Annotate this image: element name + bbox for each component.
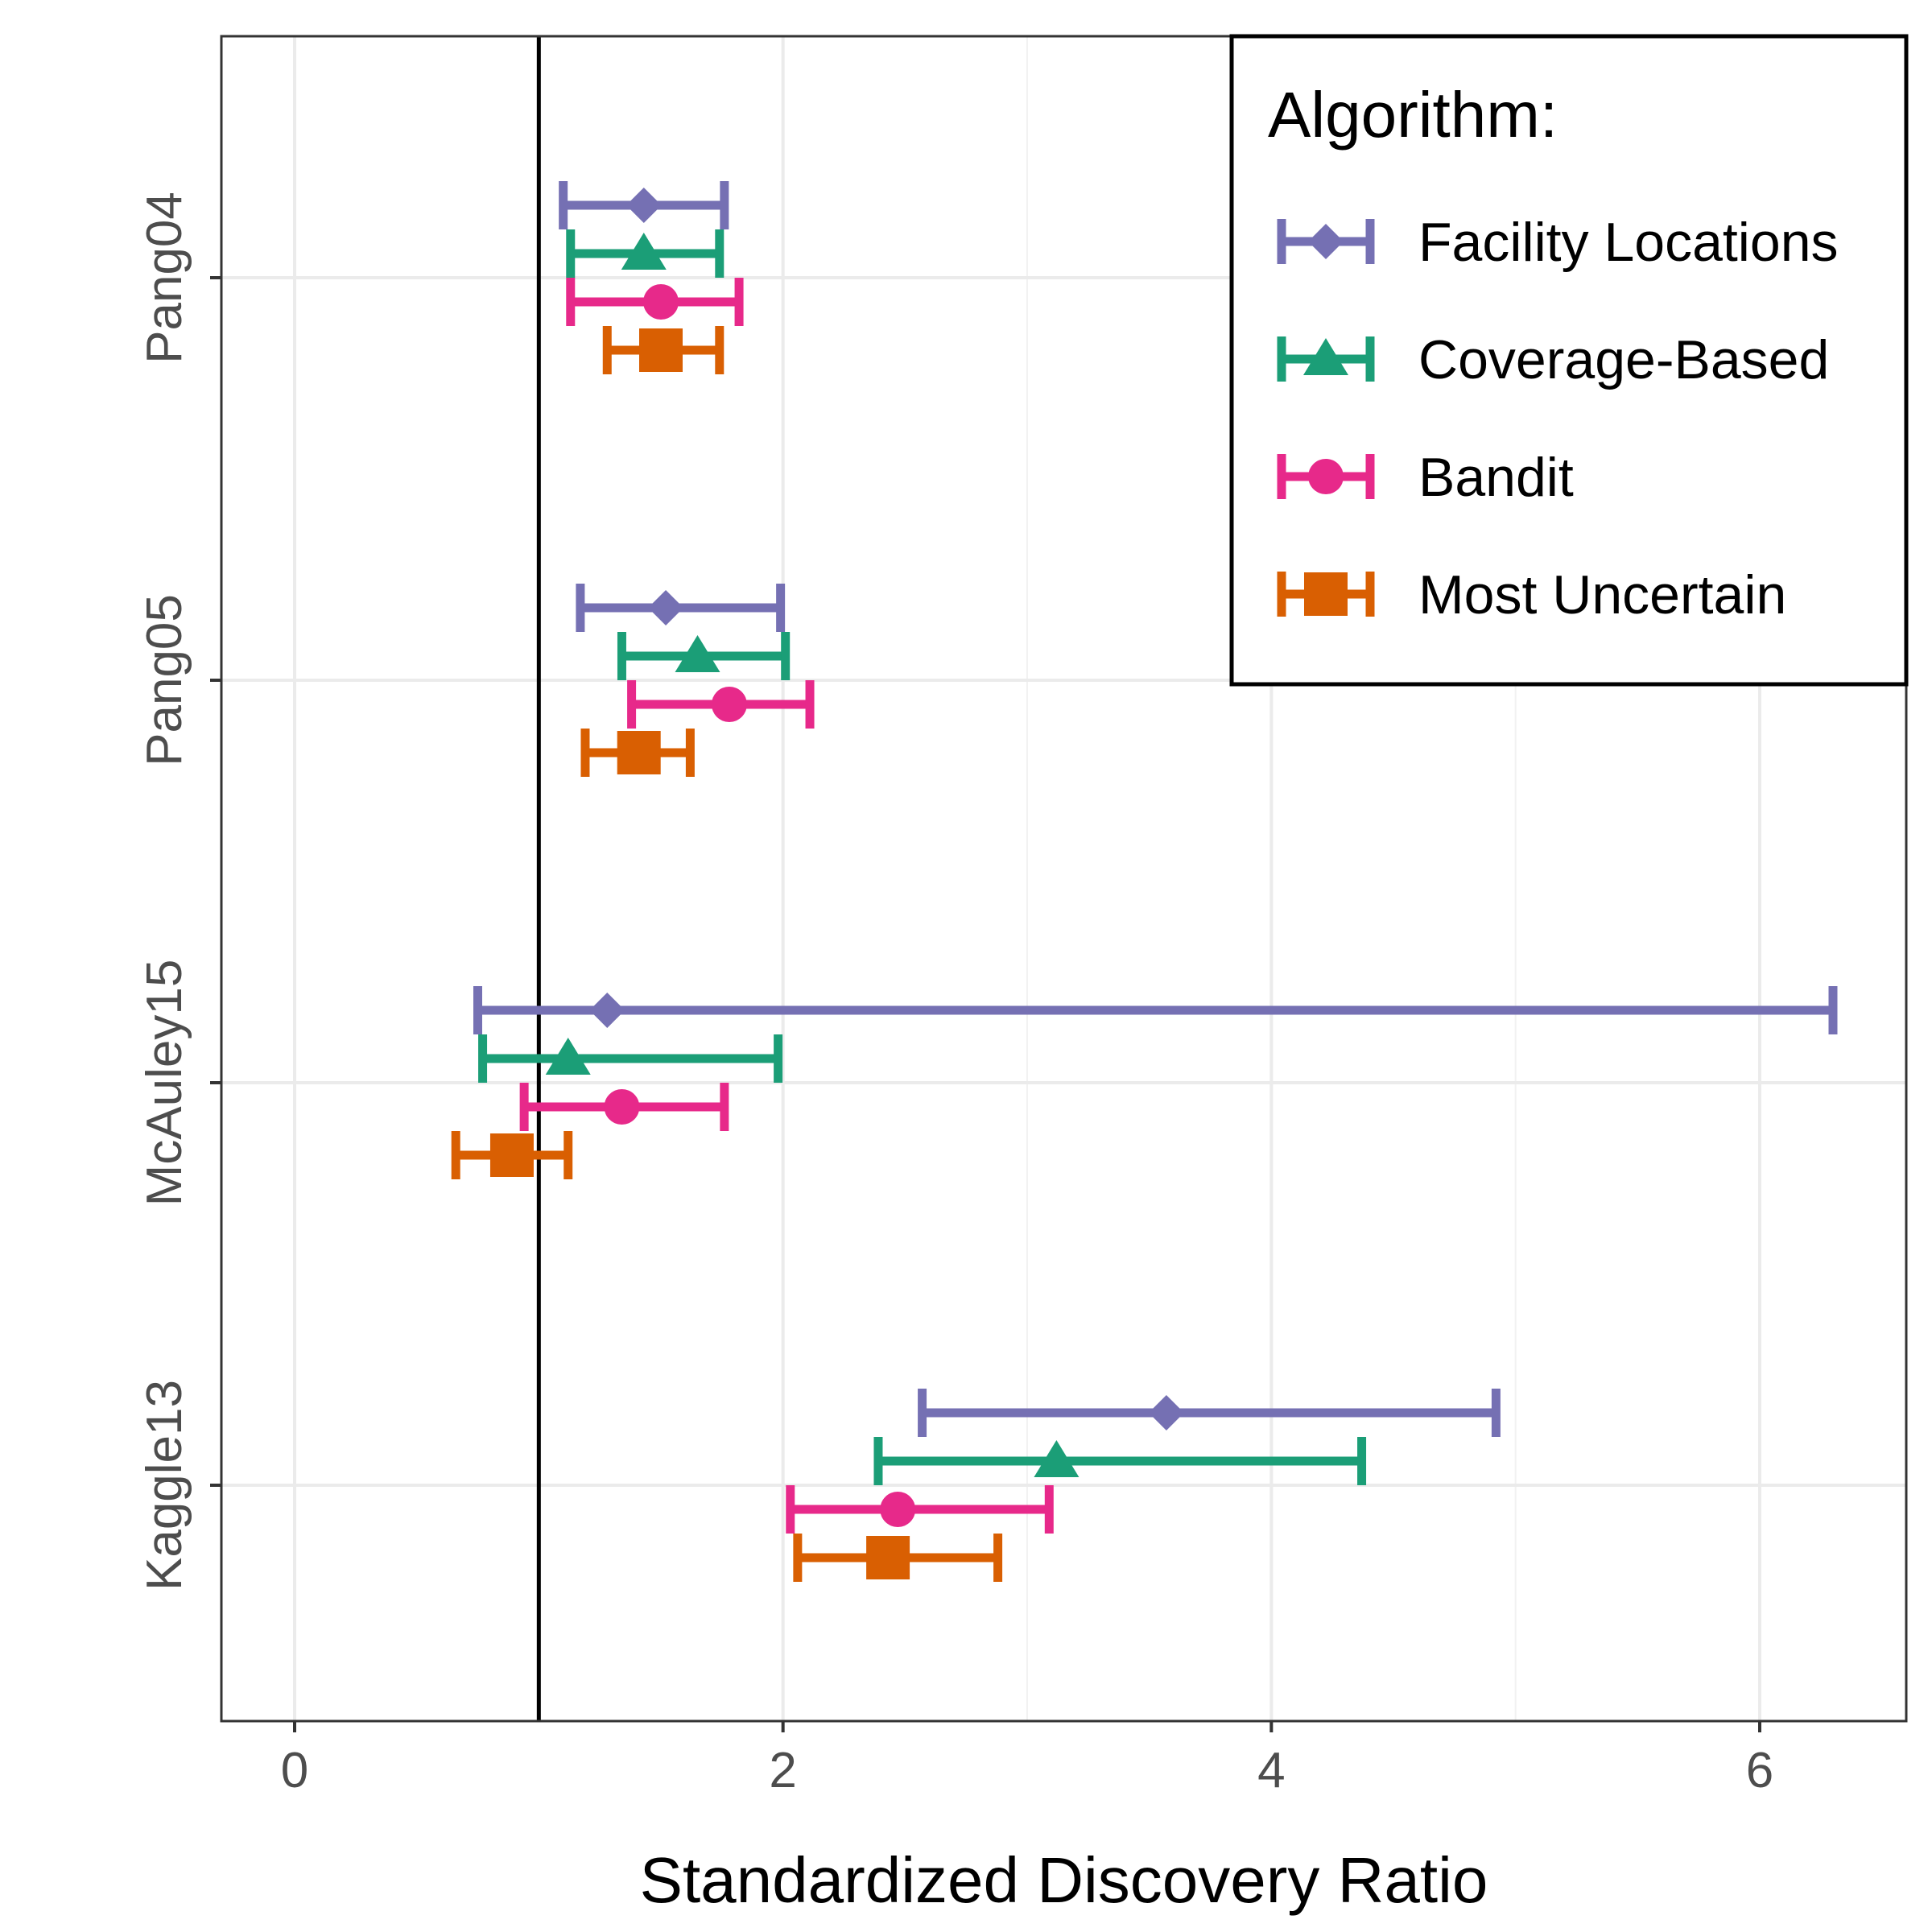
series-most-uncertain [451, 326, 1003, 1582]
point-marker [675, 635, 720, 672]
point-marker [545, 1038, 591, 1075]
legend-item: Coverage-Based [1277, 329, 1829, 390]
point-marker [604, 1089, 640, 1125]
legend-item: Bandit [1277, 447, 1574, 508]
x-tick-label: 2 [769, 1743, 796, 1798]
point-marker [625, 188, 662, 223]
y-tick-label: Pang05 [137, 594, 192, 766]
plot-data [451, 181, 1838, 1582]
legend: Algorithm: Facility Locations Coverage-Ba… [1229, 34, 1909, 687]
y-tick-label: Kaggle13 [137, 1380, 192, 1591]
legend-item: Facility Locations [1277, 212, 1839, 273]
point-marker [643, 284, 679, 320]
x-tick-label: 6 [1746, 1743, 1773, 1798]
legend-label: Bandit [1418, 447, 1574, 508]
point-marker [489, 1133, 534, 1177]
point-marker [1148, 1395, 1184, 1430]
panel-border [220, 35, 1908, 1723]
legend-key-marker [1304, 572, 1348, 616]
legend-label: Coverage-Based [1418, 329, 1829, 390]
point-marker [711, 687, 747, 722]
legend-item: Most Uncertain [1277, 564, 1786, 625]
point-marker [1034, 1440, 1080, 1477]
legend-title: Algorithm: [1268, 79, 1558, 151]
series-coverage-based [478, 229, 1367, 1485]
legend-key-marker [1308, 224, 1344, 259]
y-tick-label: Pang04 [137, 192, 192, 364]
x-tick-label: 4 [1257, 1743, 1285, 1798]
legend-items: Facility Locations Coverage-Based Bandit Mo… [1277, 212, 1839, 625]
series-facility-locations [473, 181, 1838, 1437]
point-marker [617, 731, 661, 774]
x-axis-title: Standardized Discovery Ratio [640, 1844, 1488, 1916]
legend-label: Most Uncertain [1418, 564, 1786, 625]
y-tick-label: McAuley15 [137, 960, 192, 1207]
legend-key-marker [1308, 459, 1344, 494]
series-bandit [519, 278, 1054, 1534]
point-marker [589, 993, 625, 1028]
point-marker [866, 1536, 910, 1579]
legend-label: Facility Locations [1418, 212, 1839, 273]
legend-key-marker [1303, 338, 1348, 375]
x-tick-label: 0 [281, 1743, 308, 1798]
axes: 0 2 4 6 Pang04 Pang05 McAuley15 Kaggle13 [137, 192, 1773, 1798]
point-marker [639, 328, 683, 372]
point-marker [621, 233, 667, 270]
point-marker [880, 1492, 916, 1527]
point-marker [648, 590, 684, 625]
